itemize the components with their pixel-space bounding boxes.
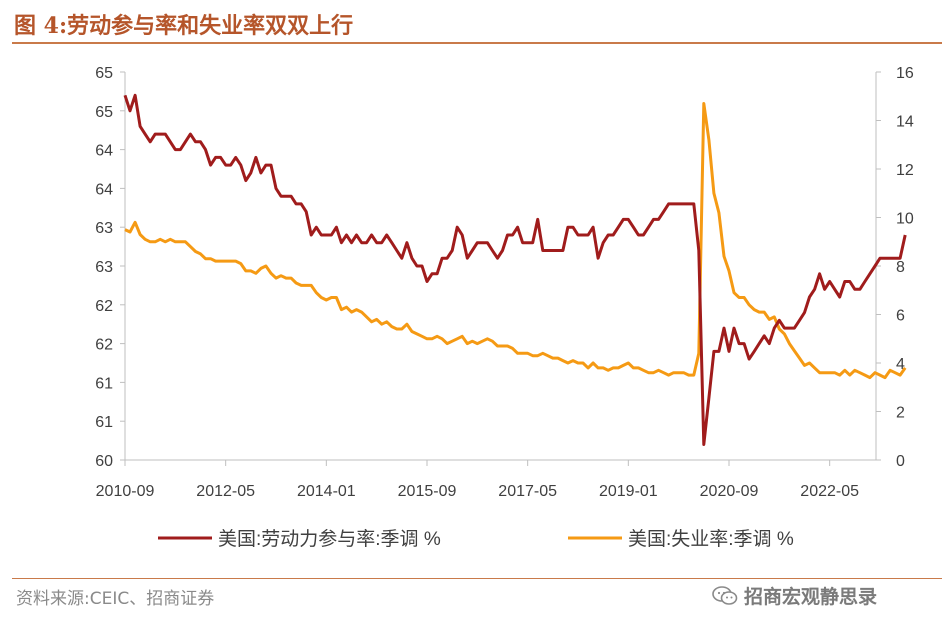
chart: 656564646363626261616016141210864202010-… (95, 65, 914, 550)
y-left-tick-label: 60 (95, 453, 113, 470)
source-note: 资料来源:CEIC、招商证券 (16, 589, 215, 609)
y-left-tick-label: 64 (95, 143, 113, 160)
x-tick-label: 2017-05 (498, 483, 557, 500)
y-right-tick-label: 0 (896, 453, 905, 470)
y-left-tick-label: 61 (95, 414, 113, 431)
series-line-lfpr (123, 93, 907, 446)
x-tick-label: 2014-01 (297, 483, 356, 500)
wechat-icon (712, 585, 738, 605)
y-left-tick-label: 62 (95, 337, 113, 354)
watermark: 招商宏观静思录 (712, 582, 877, 609)
y-right-tick-label: 4 (896, 356, 905, 373)
x-tick-label: 2022-05 (800, 483, 859, 500)
y-right-tick-label: 6 (896, 308, 905, 325)
y-left-tick-label: 63 (95, 259, 113, 276)
x-tick-label: 2015-09 (398, 483, 457, 500)
y-left-tick-label: 65 (95, 104, 113, 121)
y-left-tick-label: 63 (95, 220, 113, 237)
watermark-text: 招商宏观静思录 (744, 586, 878, 608)
y-right-tick-label: 14 (896, 114, 914, 131)
series-line-unemployment (124, 102, 907, 380)
y-right-tick-label: 8 (896, 259, 905, 276)
y-left-tick-label: 64 (95, 181, 113, 198)
x-tick-label: 2010-09 (96, 483, 155, 500)
figure-title: 图 4:劳动参与率和失业率双双上行 (14, 13, 354, 39)
x-tick-label: 2012-05 (196, 483, 255, 500)
y-right-tick-label: 16 (896, 65, 914, 82)
y-left-tick-label: 61 (95, 375, 113, 392)
title-underline (12, 42, 942, 44)
y-left-tick-label: 65 (95, 65, 113, 82)
x-tick-label: 2019-01 (599, 483, 658, 500)
x-tick-label: 2020-09 (700, 483, 759, 500)
y-right-tick-label: 10 (896, 211, 914, 228)
y-left-tick-label: 62 (95, 298, 113, 315)
legend-label: 美国:劳动力参与率:季调 % (218, 528, 441, 550)
y-right-tick-label: 2 (896, 405, 905, 422)
y-right-tick-label: 12 (896, 162, 914, 179)
legend-label: 美国:失业率:季调 % (628, 528, 794, 550)
source-divider (12, 578, 942, 579)
